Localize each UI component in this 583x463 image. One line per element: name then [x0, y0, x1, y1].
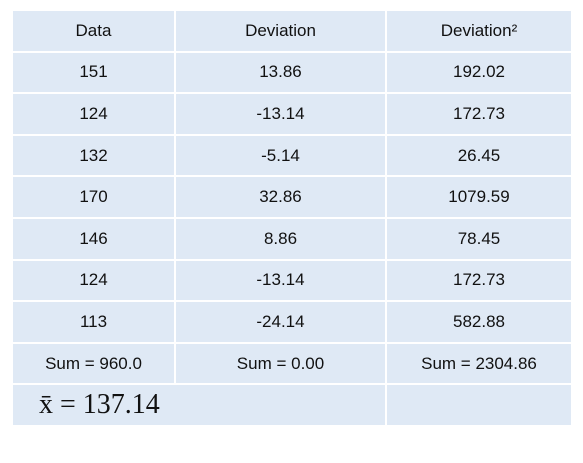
- data-cell: -13.14: [174, 92, 387, 136]
- data-cell: 8.86: [174, 216, 387, 261]
- data-cell: 32.86: [174, 175, 387, 219]
- data-row: 132 -5.14 26.45: [11, 133, 573, 178]
- header-cell: Data: [11, 9, 176, 53]
- data-cell: 13.86: [174, 50, 387, 95]
- data-cell: 146: [11, 216, 176, 261]
- data-cell: 124: [11, 92, 176, 136]
- data-row: 124 -13.14 172.73: [11, 258, 573, 303]
- data-cell: 172.73: [385, 258, 573, 303]
- mean-row: x̄ = 137.14: [11, 383, 573, 428]
- header-row: Data Deviation Deviation²: [11, 9, 573, 53]
- data-table: Data Deviation Deviation² 151 13.86 192.02 124…: [11, 9, 573, 428]
- data-cell: Sum = 2304.86: [385, 341, 573, 386]
- header-cell: Deviation: [174, 9, 387, 53]
- empty-cell: [385, 383, 573, 428]
- data-cell: 170: [11, 175, 176, 219]
- data-cell: Sum = 0.00: [174, 341, 387, 386]
- data-cell: Sum = 960.0: [11, 341, 176, 386]
- data-cell: 151: [11, 50, 176, 95]
- mean-cell: x̄ = 137.14: [11, 383, 387, 428]
- data-cell: -5.14: [174, 133, 387, 178]
- data-cell: 192.02: [385, 50, 573, 95]
- data-cell: 582.88: [385, 300, 573, 344]
- data-row: Sum = 960.0 Sum = 0.00 Sum = 2304.86: [11, 341, 573, 386]
- data-cell: 78.45: [385, 216, 573, 261]
- data-cell: 113: [11, 300, 176, 344]
- data-cell: -24.14: [174, 300, 387, 344]
- data-cell: -13.14: [174, 258, 387, 303]
- data-row: 151 13.86 192.02: [11, 50, 573, 95]
- data-cell: 132: [11, 133, 176, 178]
- data-cell: 1079.59: [385, 175, 573, 219]
- header-cell: Deviation²: [385, 9, 573, 53]
- data-row: 124 -13.14 172.73: [11, 92, 573, 136]
- data-cell: 124: [11, 258, 176, 303]
- data-row: 146 8.86 78.45: [11, 216, 573, 261]
- data-row: 170 32.86 1079.59: [11, 175, 573, 219]
- table-body: Data Deviation Deviation² 151 13.86 192.02 124…: [11, 9, 573, 428]
- data-cell: 172.73: [385, 92, 573, 136]
- data-cell: 26.45: [385, 133, 573, 178]
- data-row: 113 -24.14 582.88: [11, 300, 573, 344]
